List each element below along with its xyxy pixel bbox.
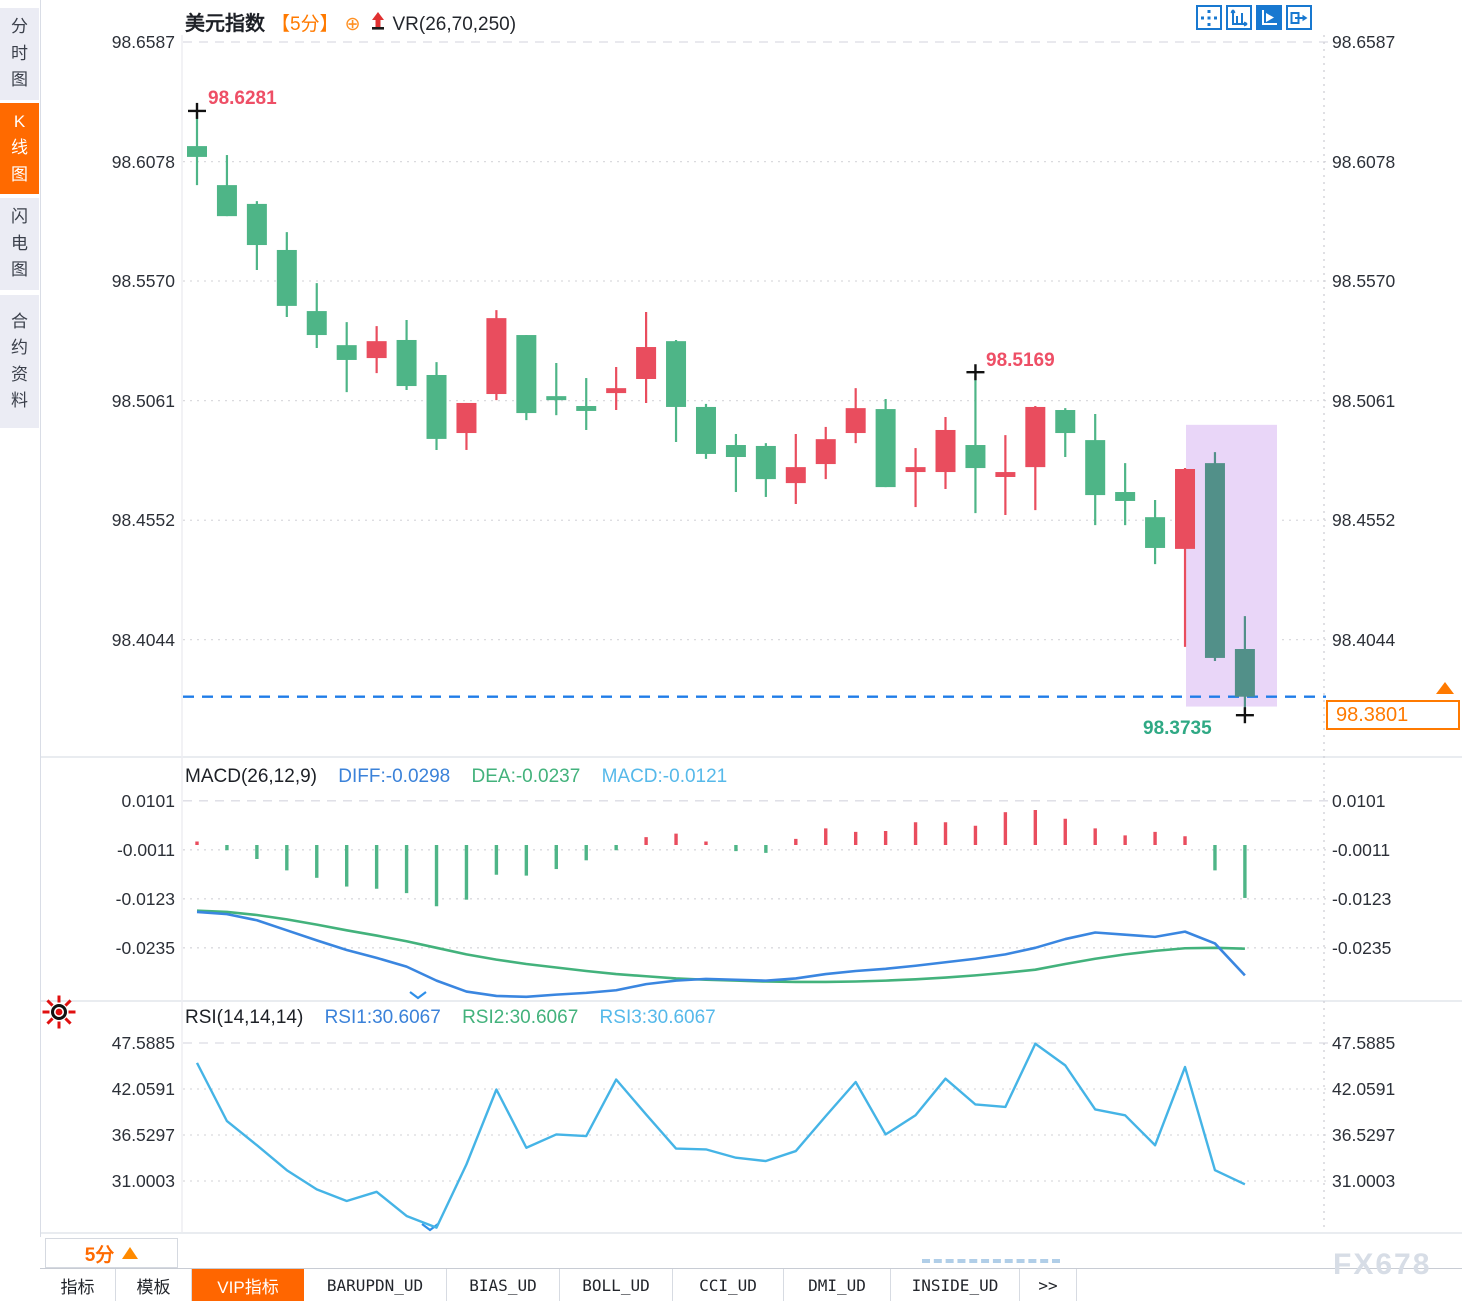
macd-axis-tick-right: -0.0011 [1332,839,1391,860]
price-up-triangle-icon [1436,682,1454,694]
rsi-name: RSI(14,14,14) [185,1007,304,1028]
macd-axis-tick-left: 0.0101 [121,790,175,811]
price-axis-tick-right: 98.4552 [1332,510,1396,531]
macd-pane-header: MACD(26,12,9) DIFF:-0.0298 DEA:-0.0237 M… [185,766,727,788]
macd-axis-tick-left: -0.0123 [115,888,175,909]
price-pane-header: 美元指数 【5分】 ⊕ VR(26,70,250) [185,7,516,38]
sidebar-item-1[interactable]: 分时图 [0,8,39,100]
go-to-latest-icon[interactable] [1286,5,1312,30]
price-axis-tick-right: 98.5570 [1332,270,1396,291]
sidebar-item-4[interactable]: 合约资料 [0,295,39,428]
price-axis-tick-left: 98.6587 [111,32,175,52]
period-label: 5分 [84,1244,115,1266]
macd-axis-tick-left: -0.0235 [115,937,175,958]
price-axis-tick-right: 98.6078 [1332,151,1396,172]
price-axis-tick-left: 98.4044 [111,629,175,650]
current-price-value: 98.3801 [1336,703,1409,726]
rsi-axis-tick-left: 47.5885 [111,1033,175,1053]
tab-BARUPDN_UD[interactable]: BARUPDN_UD [304,1269,447,1301]
rsi3-value: RSI3:30.6067 [599,1007,716,1028]
rsi-axis-tick-left: 36.5297 [111,1125,175,1145]
price-axis-tick-left: 98.5061 [111,390,175,411]
high-price-annotation: 98.6281 [208,88,277,109]
macd-axis-tick-right: -0.0123 [1332,888,1392,909]
current-price-box: 98.3801 [1326,700,1460,730]
scrollbar-dashes[interactable] [922,1259,1060,1263]
price-axis-tick-left: 98.5570 [111,270,175,291]
macd-axis-tick-right: 0.0101 [1332,790,1386,811]
rsi-axis-tick-right: 36.5297 [1332,1125,1396,1145]
chart-toolbar [1196,5,1312,30]
tab-INSIDE_UD[interactable]: INSIDE_UD [891,1269,1020,1301]
price-axis-tick-left: 98.4552 [111,510,175,531]
macd-macd-value: MACD:-0.0121 [601,766,728,787]
rsi-axis-tick-right: 42.0591 [1332,1079,1396,1099]
swing-high-annotation: 98.5169 [986,350,1055,371]
watermark: FX678 [1333,1248,1432,1281]
rsi-axis-tick-left: 42.0591 [111,1079,175,1099]
tab-模板[interactable]: 模板 [116,1269,192,1301]
price-axis-tick-left: 98.6078 [111,151,175,172]
symbol-title: 美元指数 [185,13,265,35]
rsi2-value: RSI2:30.6067 [462,1007,579,1028]
crosshair-move-icon[interactable] [1196,5,1222,30]
rsi-axis-tick-right: 31.0003 [1332,1171,1396,1191]
rsi-axis-tick-right: 47.5885 [1332,1033,1396,1053]
macd-dea-value: DEA:-0.0237 [471,766,581,787]
axis-scale-icon[interactable] [1226,5,1252,30]
alert-sun-icon [42,995,76,1034]
triangle-up-icon [122,1247,139,1259]
tab-VIP指标[interactable]: VIP指标 [192,1269,304,1301]
vr-indicator-label: VR(26,70,250) [392,14,517,35]
rsi-pane-header: RSI(14,14,14) RSI1:30.6067 RSI2:30.6067 … [185,1007,716,1029]
indicator-tabbar: 指标 模板 VIP指标 BARUPDN_UD BIAS_UD BOLL_UD CCI_UD D… [40,1268,1462,1301]
buy-arrow-icon[interactable] [371,12,385,38]
sidebar-item-3[interactable]: 闪电图 [0,198,39,290]
price-axis-tick-right: 98.6587 [1332,32,1396,52]
tab-指标[interactable]: 指标 [40,1269,116,1301]
price-axis-tick-right: 98.4044 [1332,629,1396,650]
tab-CCI_UD[interactable]: CCI_UD [673,1269,784,1301]
macd-diff-value: DIFF:-0.0298 [338,766,451,787]
period-selector[interactable]: 5分 [45,1238,178,1268]
rsi-axis-tick-left: 31.0003 [111,1171,175,1191]
macd-axis-tick-right: -0.0235 [1332,937,1392,958]
tab-BIAS_UD[interactable]: BIAS_UD [447,1269,560,1301]
rsi1-value: RSI1:30.6067 [324,1007,441,1028]
tab-BOLL_UD[interactable]: BOLL_UD [560,1269,673,1301]
price-axis-tick-right: 98.5061 [1332,390,1396,411]
tab->>[interactable]: >> [1020,1269,1077,1301]
period-tag: 【5分】 [271,14,339,35]
macd-axis-tick-left: -0.0011 [116,839,175,860]
macd-name: MACD(26,12,9) [185,766,317,787]
tab-DMI_UD[interactable]: DMI_UD [784,1269,891,1301]
add-indicator-icon[interactable]: ⊕ [344,14,361,35]
auto-scale-icon[interactable] [1256,5,1282,30]
low-price-annotation: 98.3735 [1143,718,1212,739]
